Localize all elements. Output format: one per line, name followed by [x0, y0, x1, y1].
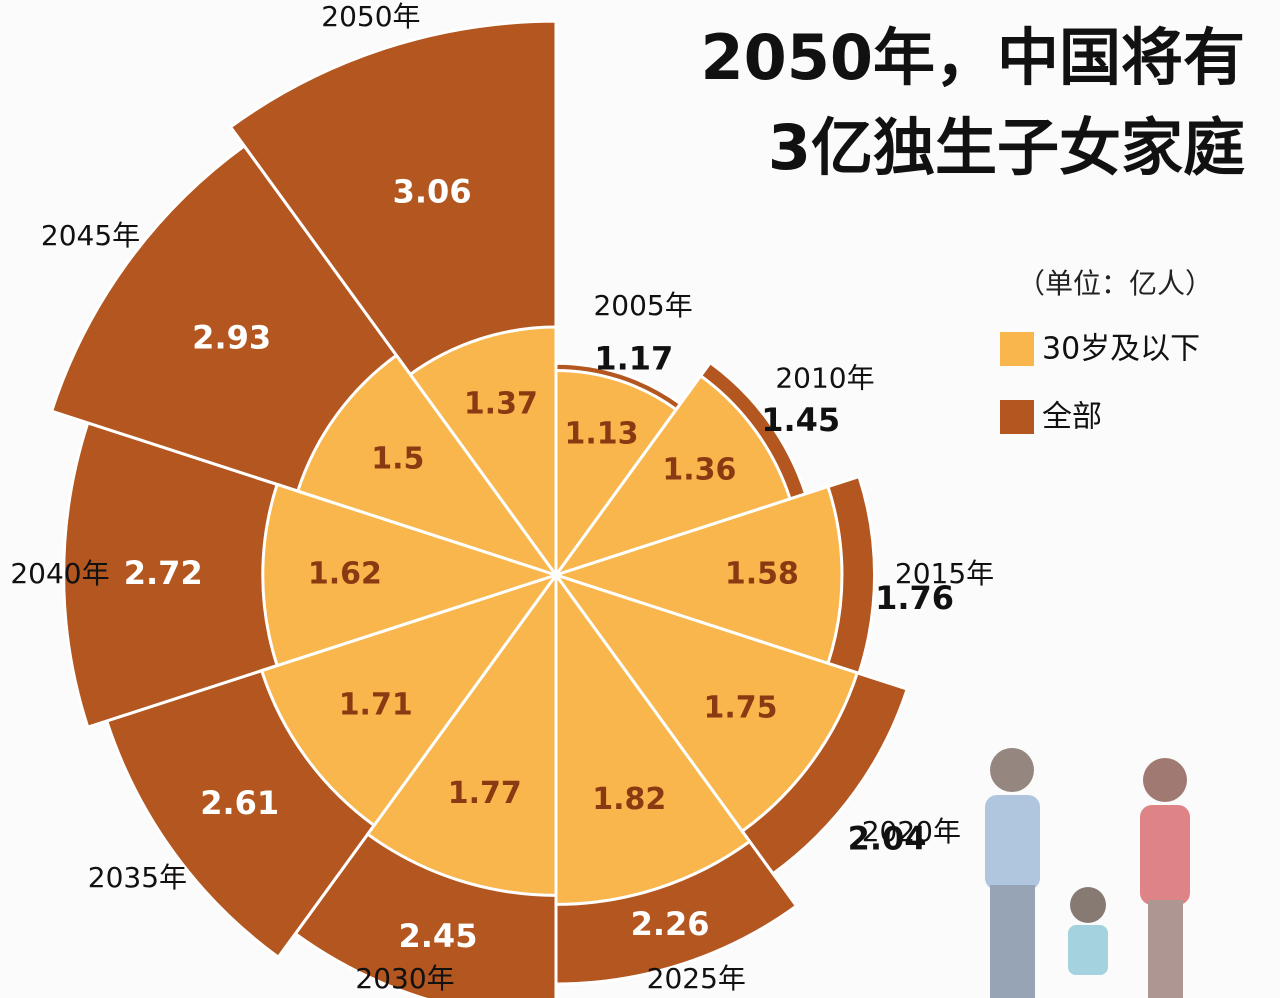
category-label: 2020年	[862, 815, 961, 848]
legend-label: 全部	[1042, 400, 1102, 435]
inner-value-label: 1.5	[371, 442, 424, 477]
inner-value-label: 1.75	[703, 691, 777, 726]
inner-sector	[365, 570, 558, 897]
outer-value-label: 2.04	[848, 820, 927, 858]
legend-label: 30岁及以下	[1042, 332, 1200, 367]
category-label: 2025年	[647, 962, 746, 995]
inner-sector	[552, 572, 860, 834]
inner-sector	[552, 373, 793, 578]
inner-value-label: 1.36	[662, 452, 736, 487]
category-label: 2040年	[10, 557, 109, 590]
inner-sector	[259, 572, 560, 828]
category-label: 2005年	[593, 289, 692, 322]
family-illustration	[985, 748, 1190, 998]
inner-value-label: 1.58	[725, 557, 799, 592]
category-label: 2030年	[355, 962, 454, 995]
outer-value-label: 3.06	[393, 173, 472, 211]
category-label: 2010年	[775, 362, 874, 395]
legend-swatch	[1000, 332, 1034, 366]
category-label: 2035年	[88, 861, 187, 894]
outer-value-label: 1.45	[761, 401, 840, 439]
chart-title: 2050年，中国将有	[700, 21, 1245, 94]
inner-value-label: 1.77	[448, 776, 522, 811]
outer-value-label: 2.72	[124, 554, 203, 592]
chart-title: 3亿独生子女家庭	[768, 111, 1245, 184]
inner-value-label: 1.37	[464, 387, 538, 422]
inner-value-label: 1.71	[339, 687, 413, 722]
inner-sector	[554, 570, 752, 906]
category-label: 2050年	[321, 0, 420, 33]
unit-label: （单位：亿人）	[1017, 267, 1213, 300]
category-label: 2015年	[895, 557, 994, 590]
outer-value-label: 1.76	[875, 579, 954, 617]
category-label: 2045年	[41, 219, 140, 252]
inner-sector	[295, 353, 560, 578]
outer-value-label: 2.93	[192, 318, 271, 356]
inner-sector	[551, 484, 844, 666]
outer-value-label: 2.61	[200, 784, 279, 822]
inner-sector	[554, 368, 679, 580]
outer-value-label: 1.17	[594, 340, 673, 378]
inner-value-label: 1.62	[308, 557, 382, 592]
legend-swatch	[1000, 400, 1034, 434]
outer-value-label: 2.45	[399, 917, 478, 955]
outer-value-label: 2.26	[631, 905, 710, 943]
inner-value-label: 1.13	[564, 416, 638, 451]
inner-sector	[261, 482, 561, 668]
inner-value-label: 1.82	[592, 782, 666, 817]
inner-sector	[408, 325, 558, 580]
